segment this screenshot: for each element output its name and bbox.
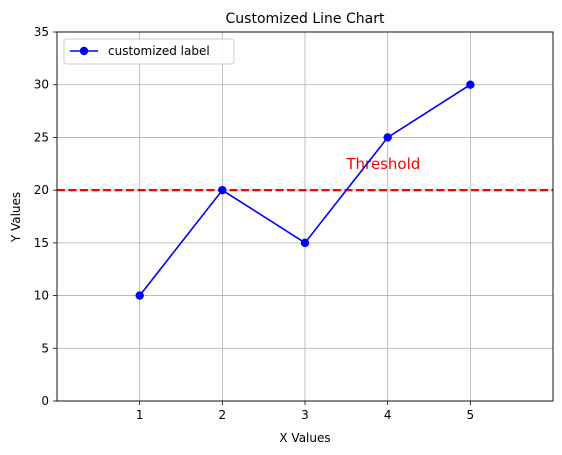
x-tick-label: 5 [467, 408, 475, 422]
data-point [300, 238, 310, 248]
y-tick-label: 35 [34, 25, 49, 39]
y-axis-label: Y Values [9, 192, 23, 243]
threshold-annotation: Threshold [345, 155, 420, 173]
plot-area: Threshold 1 2 3 4 5 0 5 10 15 20 25 30 35 customized l… [34, 25, 554, 422]
data-point [218, 185, 227, 195]
y-tick-label: 25 [34, 130, 49, 144]
legend-marker [79, 46, 89, 56]
legend-label: customized label [108, 44, 210, 58]
y-tick-label: 15 [34, 236, 49, 250]
y-tick-label: 30 [34, 78, 49, 92]
x-tick-label: 3 [301, 408, 309, 422]
legend: customized label [63, 38, 235, 65]
data-point [135, 291, 144, 300]
data-point [466, 80, 475, 89]
y-tick-label: 10 [34, 289, 49, 303]
x-tick-label: 2 [219, 408, 227, 422]
data-point [383, 133, 392, 142]
x-tick-label: 4 [384, 408, 392, 422]
legend-box [63, 38, 235, 65]
y-tick-label: 5 [41, 341, 49, 355]
x-tick-label: 1 [136, 408, 144, 422]
y-tick-label: 20 [34, 183, 49, 197]
chart-title: Customized Line Chart [226, 11, 385, 27]
y-tick-label: 0 [41, 394, 49, 408]
x-axis-label: X Values [279, 431, 330, 445]
